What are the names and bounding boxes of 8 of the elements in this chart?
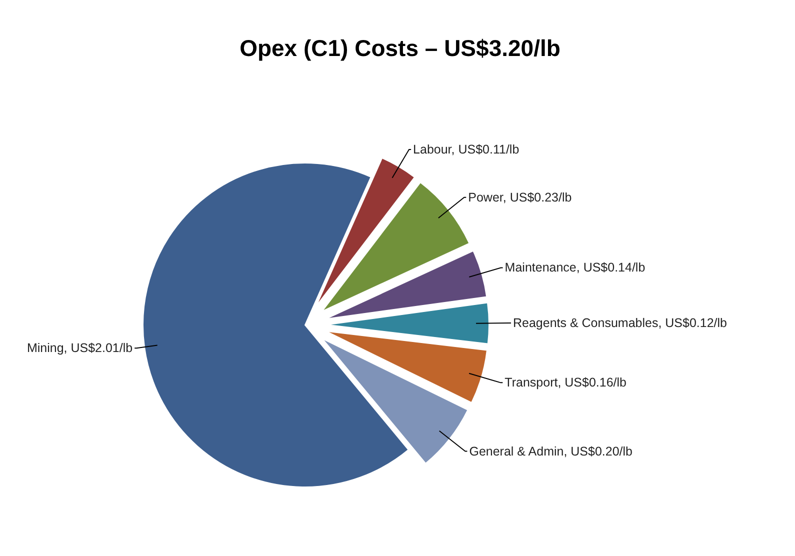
slice-label: Power, US$0.23/lb: [468, 190, 572, 204]
chart-title: Opex (C1) Costs – US$3.20/lb: [240, 35, 560, 61]
slice-label: Maintenance, US$0.14/lb: [504, 260, 646, 275]
slice-label: Transport, US$0.16/lb: [504, 376, 627, 390]
slice-label: Labour, US$0.11/lb: [413, 142, 520, 157]
slice-label: Mining, US$2.01/lb: [26, 341, 133, 356]
slice-label: Reagents & Consumables, US$0.12/lb: [512, 316, 728, 330]
slice-label: General & Admin, US$0.20/lb: [469, 444, 633, 458]
